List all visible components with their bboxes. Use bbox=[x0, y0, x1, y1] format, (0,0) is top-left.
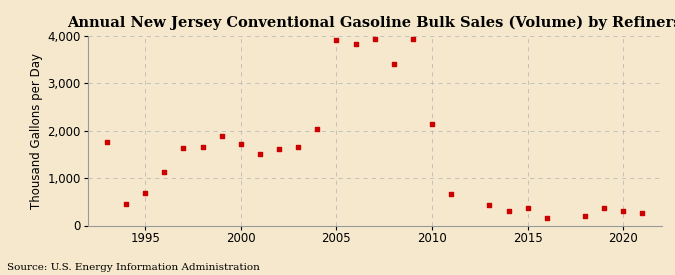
Point bbox=[121, 202, 132, 206]
Point bbox=[408, 36, 418, 41]
Point bbox=[236, 142, 246, 147]
Point bbox=[140, 191, 151, 196]
Point bbox=[350, 42, 361, 46]
Point bbox=[101, 140, 112, 144]
Y-axis label: Thousand Gallons per Day: Thousand Gallons per Day bbox=[30, 53, 43, 209]
Point bbox=[312, 126, 323, 131]
Title: Annual New Jersey Conventional Gasoline Bulk Sales (Volume) by Refiners: Annual New Jersey Conventional Gasoline … bbox=[68, 16, 675, 31]
Text: Source: U.S. Energy Information Administration: Source: U.S. Energy Information Administ… bbox=[7, 263, 260, 272]
Point bbox=[484, 202, 495, 207]
Point bbox=[216, 134, 227, 138]
Point bbox=[197, 145, 208, 149]
Point bbox=[293, 145, 304, 149]
Point bbox=[427, 121, 437, 126]
Point bbox=[580, 214, 591, 218]
Point bbox=[369, 36, 380, 41]
Point bbox=[159, 170, 169, 175]
Point bbox=[522, 206, 533, 211]
Point bbox=[618, 209, 628, 213]
Point bbox=[637, 211, 648, 215]
Point bbox=[273, 147, 284, 151]
Point bbox=[331, 37, 342, 42]
Point bbox=[541, 216, 552, 221]
Point bbox=[178, 145, 189, 150]
Point bbox=[446, 191, 456, 196]
Point bbox=[388, 62, 399, 66]
Point bbox=[254, 152, 265, 156]
Point bbox=[503, 209, 514, 213]
Point bbox=[599, 206, 610, 211]
